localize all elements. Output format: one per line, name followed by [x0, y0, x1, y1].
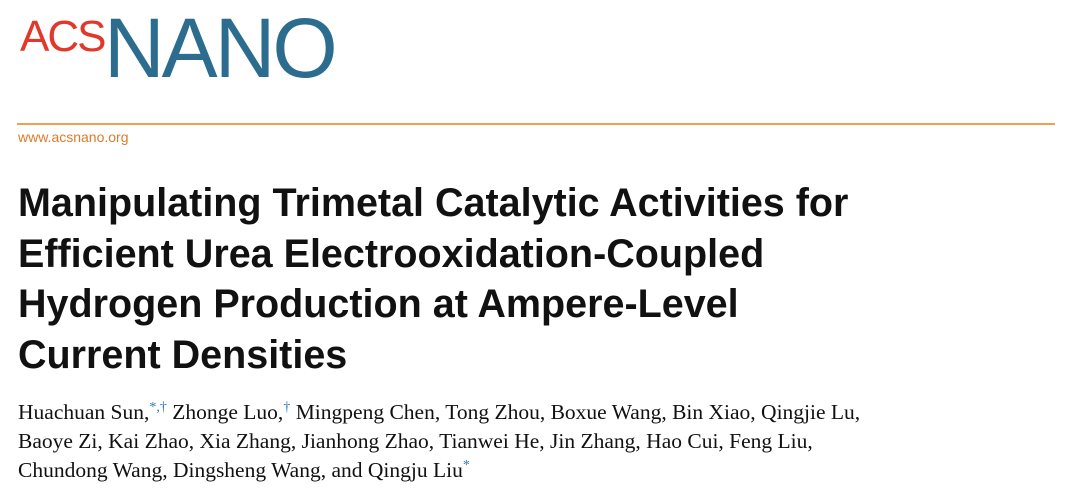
journal-url[interactable]: www.acsnano.org	[18, 129, 129, 145]
affiliation-mark: *,†	[149, 400, 167, 415]
logo-acs: ACS	[20, 12, 106, 61]
affiliation-mark: *	[462, 458, 470, 473]
author-names: Zhonge Luo,	[166, 400, 284, 424]
author-list: Huachuan Sun,*,† Zhonge Luo,† Mingpeng C…	[18, 398, 860, 485]
article-title: Manipulating Trimetal Catalytic Activiti…	[18, 178, 848, 380]
title-line: Current Densities	[18, 332, 348, 377]
author-names: Chundong Wang, Dingsheng Wang, and Qingj…	[18, 458, 463, 482]
header-rule	[17, 123, 1055, 125]
author-line: Chundong Wang, Dingsheng Wang, and Qingj…	[18, 456, 860, 485]
author-names: Baoye Zi, Kai Zhao, Xia Zhang, Jianhong …	[18, 429, 813, 453]
author-names: Mingpeng Chen, Tong Zhou, Boxue Wang, Bi…	[290, 400, 861, 424]
title-line: Efficient Urea Electrooxidation-Coupled	[18, 231, 765, 276]
title-line: Manipulating Trimetal Catalytic Activiti…	[18, 181, 849, 225]
logo-nano: NANO	[104, 1, 338, 95]
author-line: Huachuan Sun,*,† Zhonge Luo,† Mingpeng C…	[18, 398, 860, 427]
affiliation-mark: †	[283, 400, 291, 415]
author-line: Baoye Zi, Kai Zhao, Xia Zhang, Jianhong …	[18, 427, 860, 456]
title-line: Hydrogen Production at Ampere-Level	[18, 282, 739, 326]
author-names: Huachuan Sun,	[18, 400, 150, 424]
